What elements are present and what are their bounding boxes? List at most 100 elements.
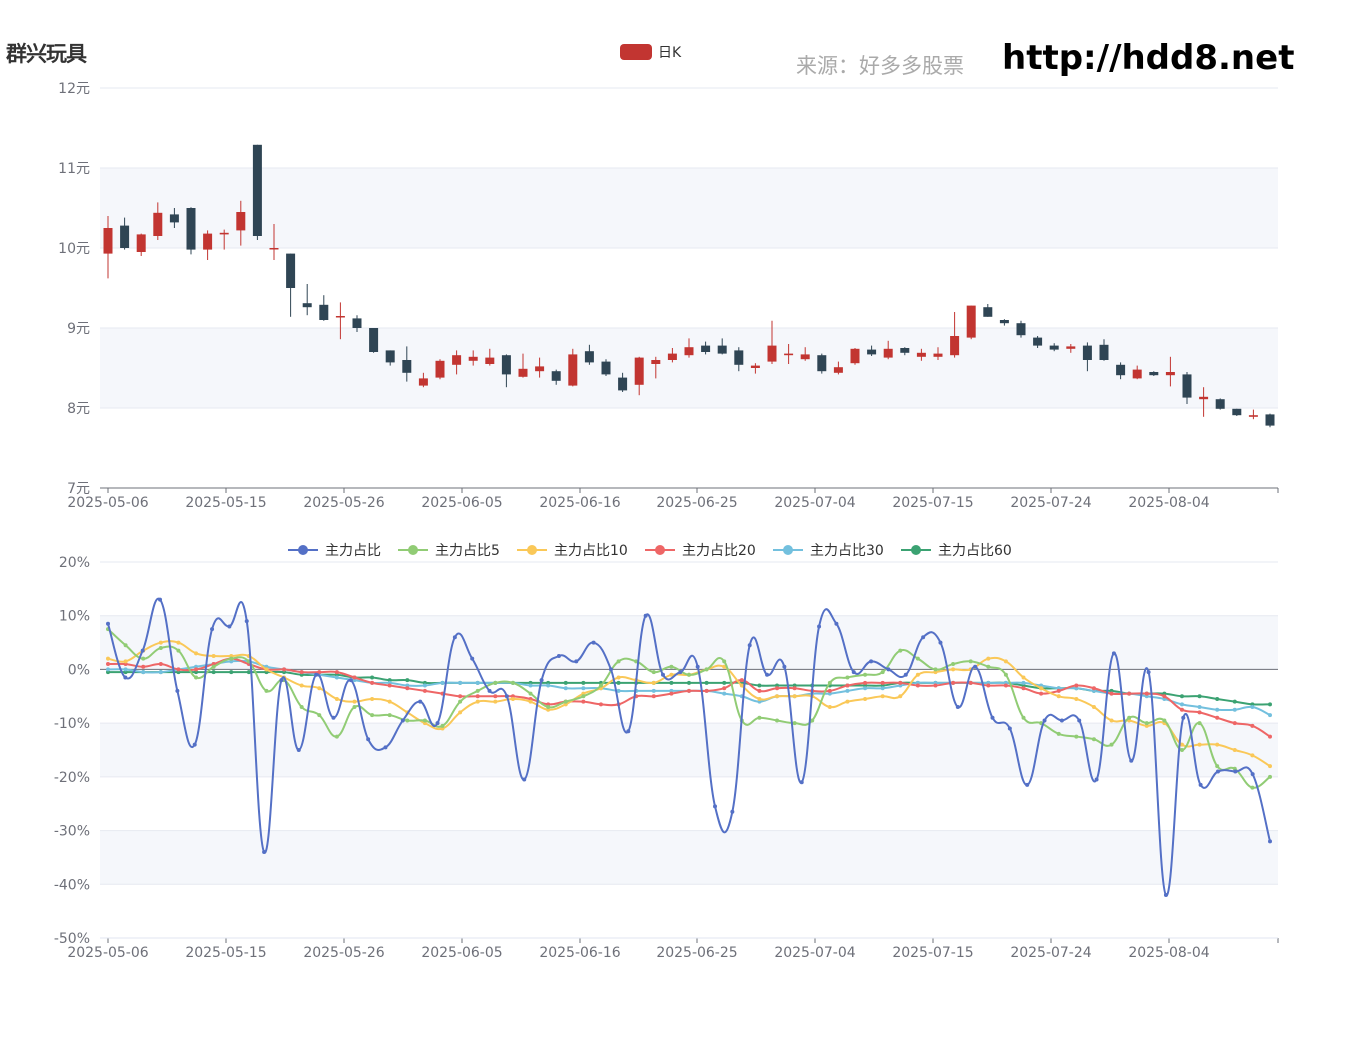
data-point [528, 691, 533, 696]
data-point [563, 680, 568, 685]
data-point [951, 680, 956, 685]
data-point [1197, 710, 1202, 715]
data-point [757, 683, 762, 688]
data-point [141, 656, 146, 661]
y-tick-label: -10% [54, 716, 90, 732]
data-point [880, 694, 885, 699]
data-point [903, 672, 908, 677]
candle [684, 338, 694, 358]
data-point [211, 670, 216, 675]
data-point [175, 688, 180, 693]
data-point [1233, 769, 1238, 774]
data-point [817, 624, 822, 629]
data-point [279, 678, 284, 683]
data-point [986, 664, 991, 669]
data-point [352, 675, 357, 680]
data-point [370, 713, 375, 718]
data-point [422, 683, 427, 688]
data-point [1127, 691, 1132, 696]
data-point [880, 686, 885, 691]
data-point [869, 659, 874, 664]
candle [352, 315, 362, 332]
data-point [1109, 691, 1114, 696]
y-tick-label: 8元 [67, 401, 90, 417]
data-point [387, 713, 392, 718]
x-tick-label: 2025-07-04 [774, 495, 855, 511]
data-point [475, 680, 480, 685]
data-point [334, 696, 339, 701]
data-point [986, 683, 991, 688]
data-point [1179, 742, 1184, 747]
candle [103, 216, 113, 279]
candle [169, 208, 179, 228]
data-point [546, 705, 551, 710]
data-point [1232, 707, 1237, 712]
x-tick-label: 2025-07-24 [1010, 945, 1091, 961]
kline-legend[interactable]: 日K [620, 44, 682, 61]
site-url[interactable]: http://hdd8.net [1002, 38, 1295, 78]
data-point [915, 683, 920, 688]
candle [418, 372, 428, 388]
data-point [458, 680, 463, 685]
data-point [1091, 686, 1096, 691]
data-point [493, 694, 498, 699]
data-point [1268, 764, 1272, 769]
candle [767, 320, 777, 364]
data-point [616, 659, 621, 664]
ratio-legend[interactable]: 主力占比 主力占比5 主力占比10 主力占比20 主力占比30 主力占比60 [288, 543, 1012, 559]
y-tick-label: 9元 [67, 321, 90, 337]
data-point [722, 659, 727, 664]
data-point [660, 672, 665, 677]
data-point [1179, 702, 1184, 707]
data-point [863, 680, 868, 685]
candle [966, 305, 976, 340]
data-point [765, 672, 770, 677]
candle [485, 348, 495, 366]
data-point [626, 729, 631, 734]
data-point [1094, 777, 1099, 782]
source-label: 来源：好多多股票 [796, 54, 964, 78]
data-point [608, 667, 613, 672]
candle [1049, 343, 1059, 352]
data-point [1250, 772, 1255, 777]
data-point [1215, 764, 1220, 769]
candle [1033, 336, 1043, 348]
data-point [194, 651, 199, 656]
candle [1165, 356, 1175, 387]
data-point [598, 702, 603, 707]
data-point [591, 640, 596, 645]
data-point [1197, 705, 1202, 710]
candle [667, 348, 677, 363]
x-tick-label: 2025-06-05 [421, 945, 502, 961]
data-point [747, 643, 752, 648]
data-point [370, 696, 375, 701]
data-point [669, 680, 674, 685]
data-point [383, 745, 388, 750]
data-point [915, 656, 920, 661]
candle [701, 341, 711, 355]
data-point [1144, 721, 1149, 726]
data-point [739, 678, 744, 683]
data-point [898, 680, 903, 685]
data-point [1232, 748, 1237, 752]
legend-label: 主力占比30 [810, 543, 884, 559]
candle [186, 207, 196, 255]
data-point [616, 680, 621, 685]
data-point [938, 640, 943, 645]
data-point [123, 667, 128, 672]
data-point [704, 688, 709, 693]
legend-label: 主力占比20 [682, 543, 756, 559]
candle [584, 344, 594, 365]
candle [236, 200, 246, 246]
data-point [1091, 705, 1096, 710]
candle [1199, 387, 1209, 417]
data-point [616, 688, 621, 693]
data-point [598, 683, 603, 688]
candle [800, 347, 810, 361]
legend-label: 主力占比60 [938, 543, 1012, 559]
y-tick-label: 7元 [67, 481, 90, 497]
data-point [651, 680, 656, 685]
data-point [331, 715, 336, 720]
data-point [405, 718, 410, 723]
y-tick-label: 10% [59, 609, 90, 625]
